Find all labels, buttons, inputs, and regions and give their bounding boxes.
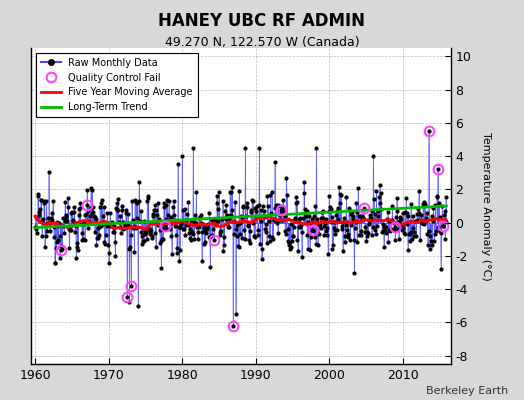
Y-axis label: Temperature Anomaly (°C): Temperature Anomaly (°C) <box>481 132 491 280</box>
Text: Berkeley Earth: Berkeley Earth <box>426 386 508 396</box>
Text: 49.270 N, 122.570 W (Canada): 49.270 N, 122.570 W (Canada) <box>165 36 359 49</box>
Text: HANEY UBC RF ADMIN: HANEY UBC RF ADMIN <box>158 12 366 30</box>
Legend: Raw Monthly Data, Quality Control Fail, Five Year Moving Average, Long-Term Tren: Raw Monthly Data, Quality Control Fail, … <box>36 53 198 117</box>
